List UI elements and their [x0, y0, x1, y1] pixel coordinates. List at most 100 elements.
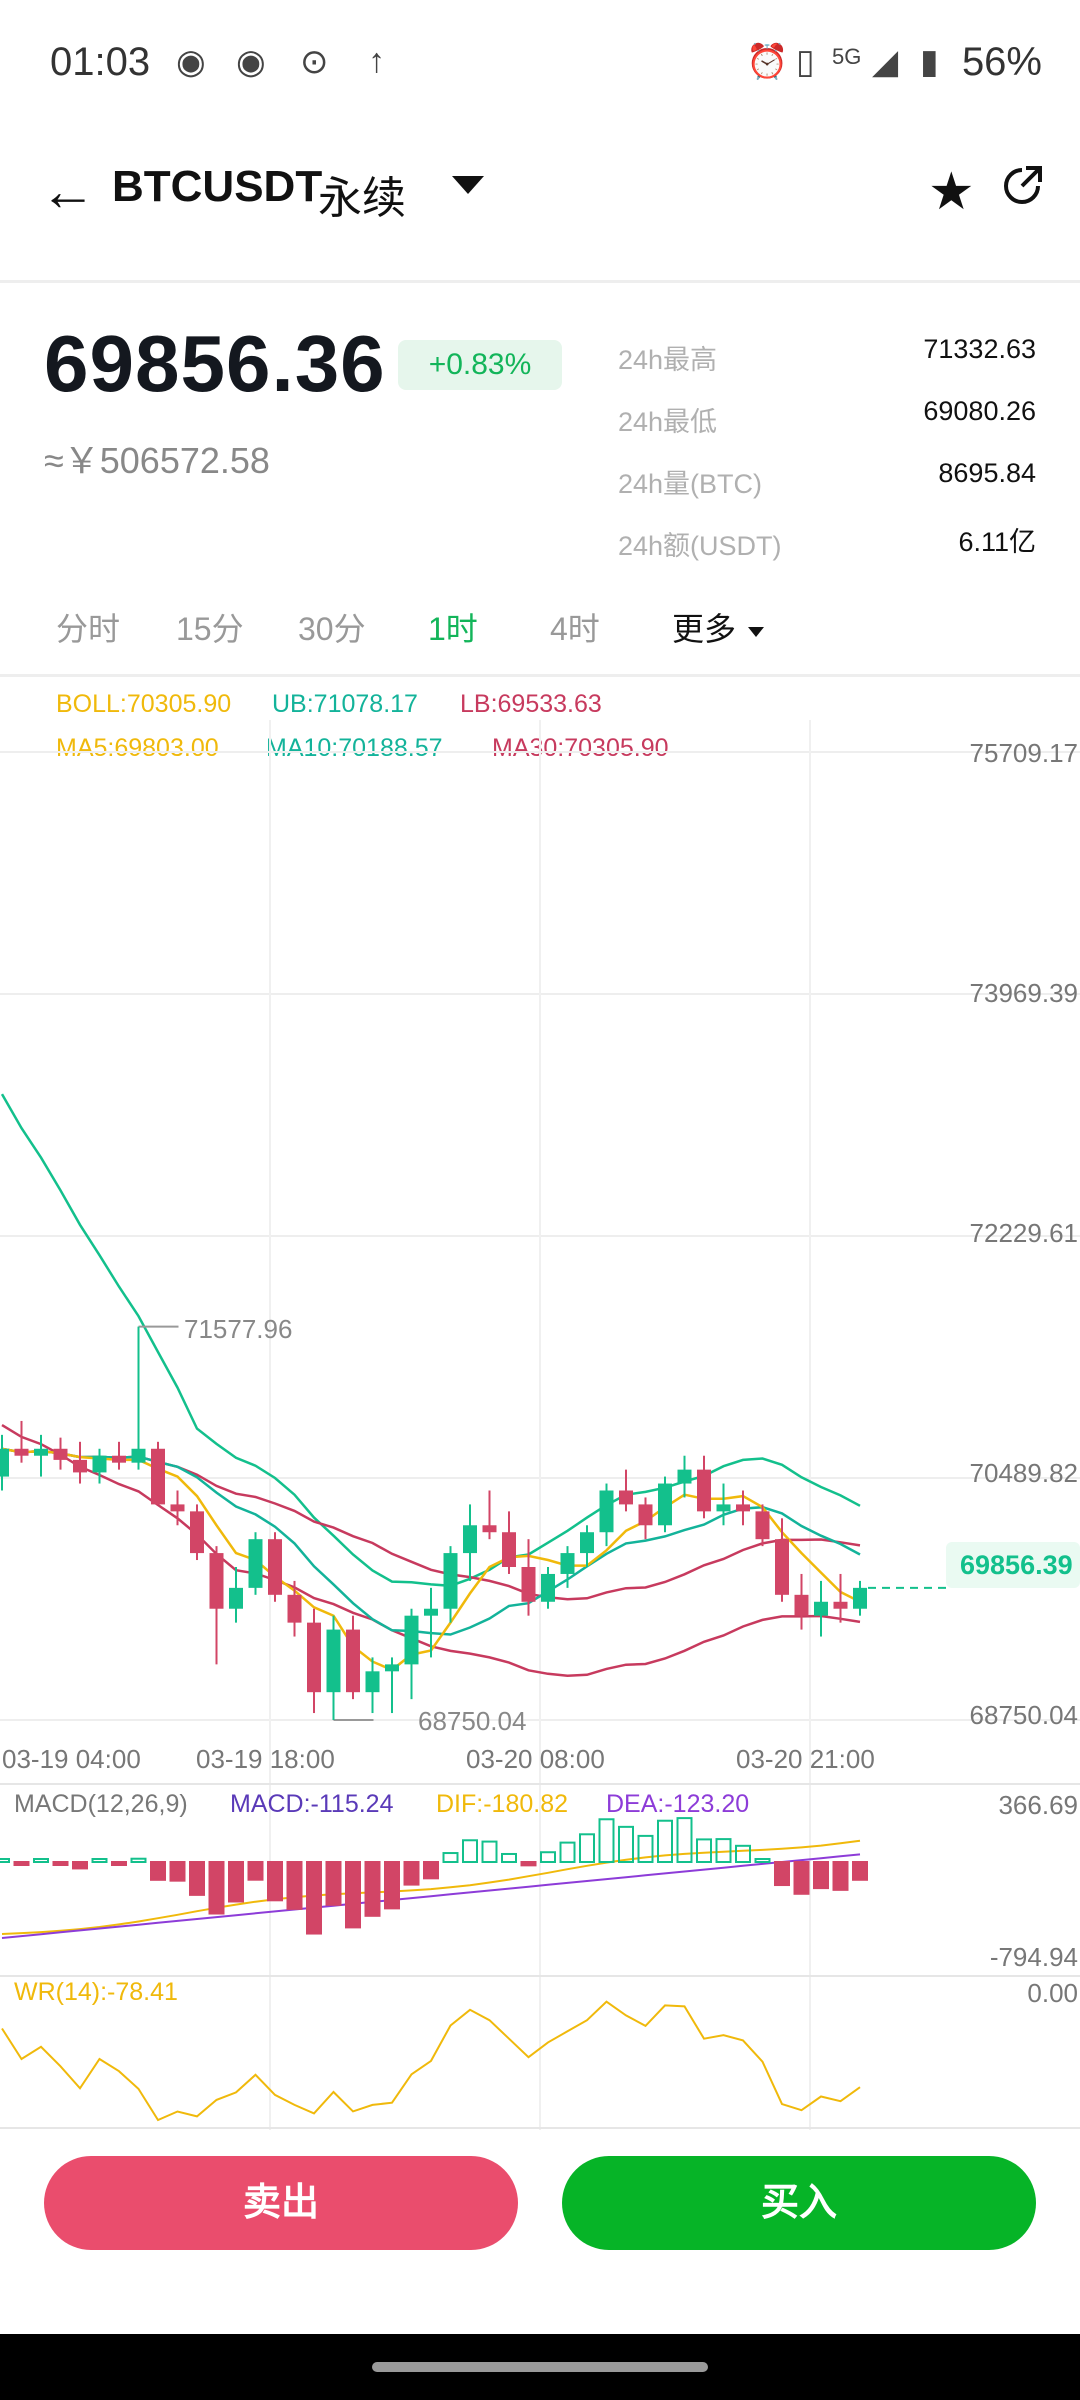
macd-bar — [696, 1838, 712, 1864]
candle-body — [404, 1615, 419, 1665]
macd-bar — [403, 1861, 420, 1886]
macd-bar — [559, 1841, 576, 1863]
candle-body — [755, 1511, 770, 1540]
time-axis-label: 03-19 18:00 — [196, 1744, 335, 1774]
tab-1h[interactable]: 1时 — [428, 611, 478, 647]
candle-body — [131, 1448, 146, 1463]
price-axis-label: 70489.82 — [969, 1458, 1078, 1488]
candle-body — [697, 1469, 711, 1512]
status-time: 01:03 — [50, 40, 151, 84]
candle-body — [112, 1455, 126, 1463]
candle-body — [346, 1629, 360, 1693]
change-badge: +0.83% — [398, 340, 562, 390]
home-indicator[interactable] — [372, 2362, 708, 2372]
candle-body — [658, 1483, 672, 1526]
stat-high-label: 24h最高 — [618, 345, 718, 375]
status-bar: 01:03 ◉ ◉ ⊙ ↑ ⏰ ▯ 5G ◢ ▮ 56% — [0, 0, 1080, 110]
macd-bar — [384, 1861, 400, 1910]
macd-bar — [501, 1852, 517, 1863]
ma5-value: MA5:69803.00 — [56, 734, 219, 762]
tab-timeshare[interactable]: 分时 — [56, 611, 121, 647]
macd-bar — [13, 1861, 30, 1866]
candle-body — [736, 1504, 750, 1512]
candle-body — [151, 1448, 165, 1505]
candle-body — [560, 1553, 575, 1574]
macd-bar — [130, 1857, 147, 1863]
share-icon[interactable] — [1000, 164, 1044, 220]
boll-value: BOLL:70305.90 — [56, 690, 232, 718]
macd-bar — [286, 1861, 303, 1910]
candle-body — [248, 1539, 263, 1588]
macd-title: MACD(12,26,9) — [14, 1790, 188, 1818]
macd-value: MACD:-115.24 — [230, 1790, 394, 1818]
candle-body — [502, 1532, 516, 1567]
app-icon: ⊙ — [300, 43, 329, 81]
sell-button[interactable]: 卖出 — [44, 2156, 518, 2250]
stat-low-label: 24h最低 — [618, 407, 718, 437]
favorite-star-icon[interactable]: ★ — [928, 163, 975, 221]
cny-price: ≈￥506572.58 — [44, 440, 270, 481]
candle-body — [0, 1448, 9, 1477]
candle-body — [775, 1539, 789, 1595]
last-price-tag-label: 69856.39 — [960, 1550, 1073, 1580]
candle-body — [34, 1448, 48, 1456]
dea-value: DEA:-123.20 — [606, 1790, 750, 1818]
macd-bar — [715, 1838, 732, 1863]
divider — [0, 674, 1080, 677]
candle-body — [463, 1525, 477, 1554]
lb-value: LB:69533.63 — [460, 690, 602, 718]
macd-bar — [520, 1861, 537, 1867]
candle-body — [307, 1622, 321, 1693]
candle-body — [53, 1448, 68, 1460]
candle-body — [190, 1511, 204, 1554]
boll-upper-line — [0, 1093, 861, 1588]
symbol-title[interactable]: BTCUSDT — [112, 162, 323, 211]
price-axis-label: 68750.04 — [969, 1700, 1078, 1730]
candle-body — [638, 1504, 653, 1526]
time-axis-label: 03-19 04:00 — [2, 1744, 141, 1774]
kline-chart[interactable] — [0, 680, 1080, 2130]
tab-more[interactable]: 更多 — [672, 604, 767, 650]
macd-bar — [618, 1825, 634, 1863]
macd-bar — [442, 1852, 459, 1863]
contract-type[interactable]: 永续 — [318, 174, 406, 223]
network-label: 5G — [832, 44, 862, 69]
time-axis-label: 03-20 21:00 — [736, 1744, 875, 1774]
weibo-icon: ◉ — [176, 43, 206, 81]
macd-bar — [813, 1861, 829, 1890]
stat-low-value: 69080.26 — [923, 396, 1036, 426]
stat-turnover-value: 6.11亿 — [958, 527, 1036, 557]
candle-body — [287, 1594, 302, 1623]
price-axis-label: 72229.61 — [969, 1218, 1078, 1248]
tab-more-label: 更多 — [672, 611, 737, 647]
macd-axis-label: -794.94 — [989, 1942, 1078, 1972]
macd-bar — [33, 1858, 49, 1863]
dropdown-icon[interactable] — [448, 172, 488, 203]
macd-bar — [345, 1861, 361, 1929]
tab-4h[interactable]: 4时 — [550, 611, 600, 647]
candle-body — [482, 1525, 497, 1533]
tab-15m[interactable]: 15分 — [176, 611, 244, 647]
candle-body — [73, 1459, 87, 1473]
candle-body — [92, 1455, 107, 1473]
wr-value: WR(14):-78.41 — [14, 1978, 178, 2006]
macd-axis-label: 366.69 — [998, 1790, 1078, 1820]
macd-bar — [91, 1858, 108, 1863]
candle-body — [794, 1594, 809, 1616]
buy-button[interactable]: 买入 — [562, 2156, 1036, 2250]
back-arrow-icon[interactable]: ← — [40, 159, 96, 222]
macd-bar — [462, 1839, 478, 1864]
ub-value: UB:71078.17 — [272, 690, 418, 718]
macd-bar — [754, 1858, 771, 1863]
candle-body — [521, 1566, 536, 1602]
ma30-line — [1, 1447, 861, 1601]
macd-bar — [111, 1861, 127, 1866]
ma30-value: MA30:70305.90 — [492, 734, 669, 762]
candle-body — [619, 1490, 633, 1505]
candle-body — [443, 1553, 458, 1609]
battery-level: 56% — [961, 40, 1042, 84]
tab-30m[interactable]: 30分 — [298, 611, 366, 647]
price-axis-label: 75709.17 — [969, 738, 1078, 768]
candle-body — [833, 1601, 848, 1609]
macd-bar — [364, 1861, 381, 1917]
